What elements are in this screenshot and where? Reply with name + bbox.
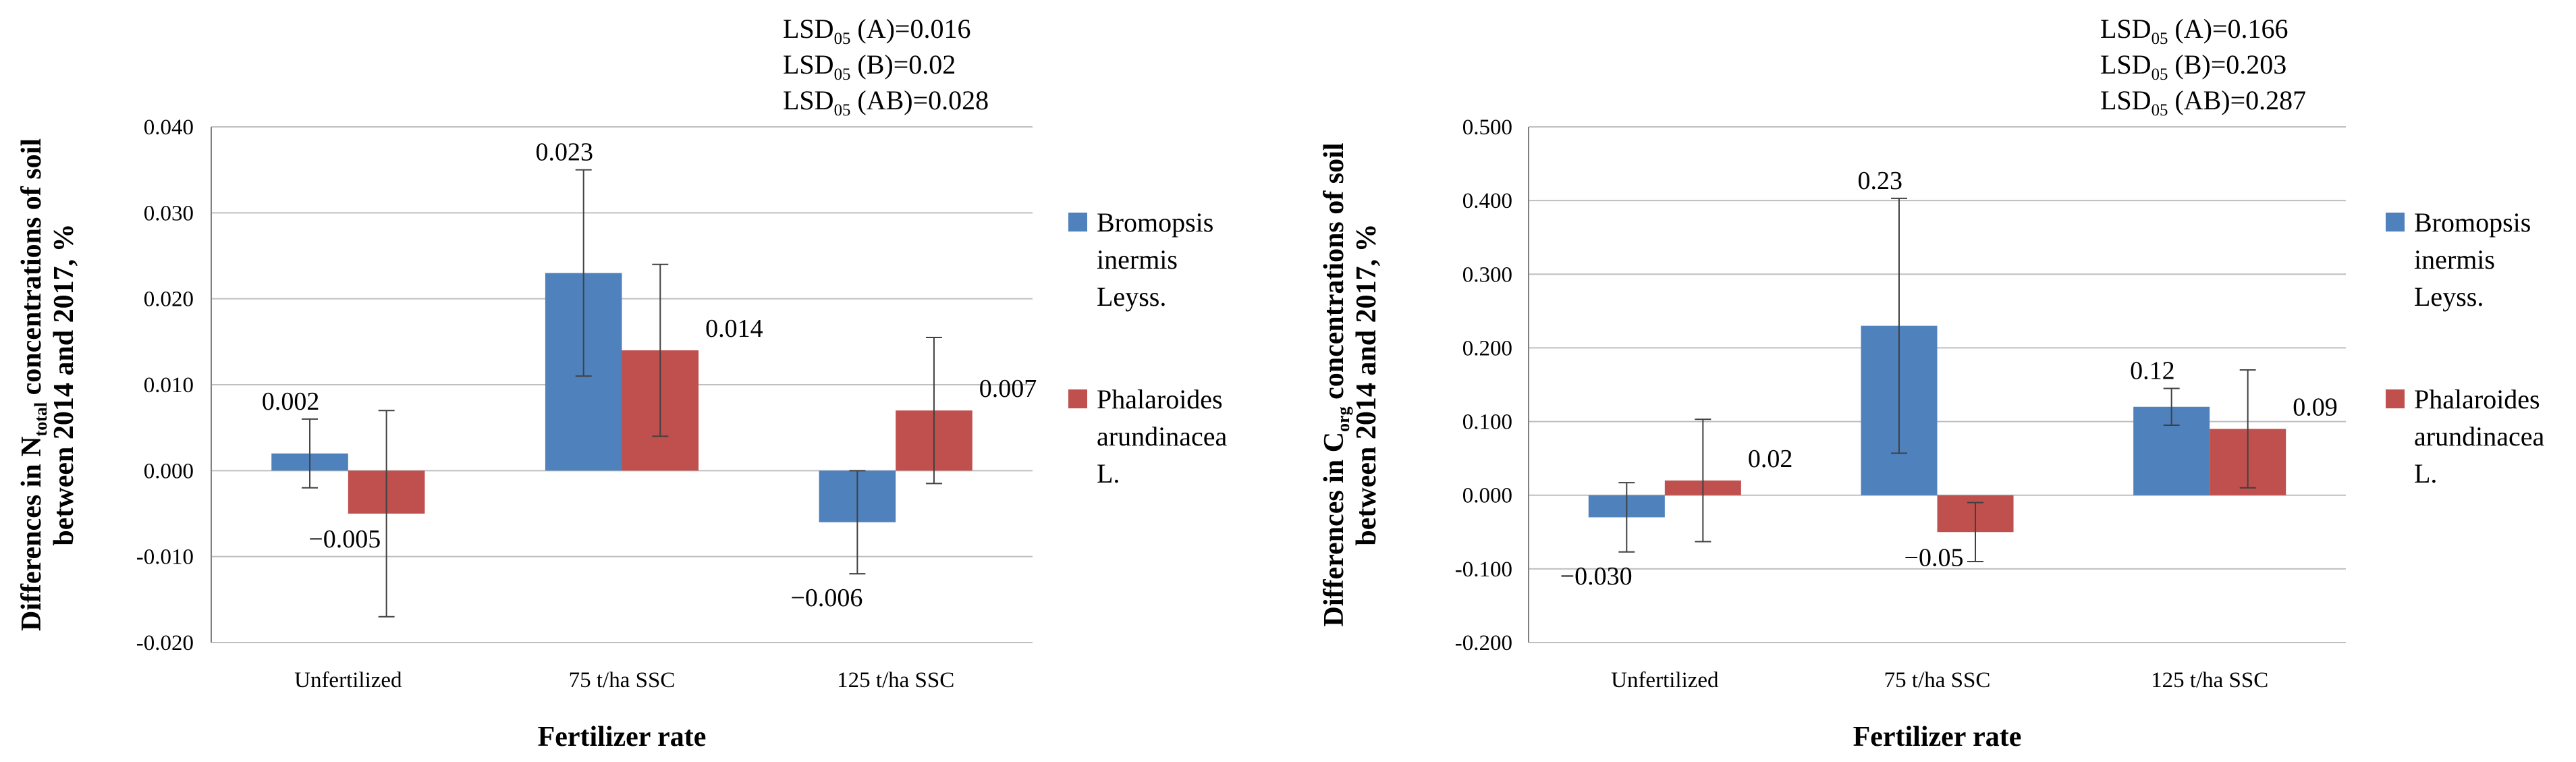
data-label: −0.005: [308, 525, 381, 553]
x-axis-title: Fertilizer rate: [1853, 722, 2022, 753]
legend-swatch: [1068, 389, 1087, 408]
label-text: Differences in N: [16, 436, 47, 630]
label-text: (AB)=0.287: [2168, 85, 2306, 115]
y-axis-title-line1: Differences in Corg concentrations of so…: [1319, 143, 1353, 627]
legend-label: Phalaroides: [1097, 384, 1223, 414]
y-tick-label: -0.010: [136, 545, 194, 570]
y-tick-label: 0.000: [1462, 484, 1512, 508]
legend-label: Bromopsis: [2414, 207, 2531, 238]
y-tick-label: 0.040: [144, 115, 194, 140]
legend: Bromopsis inermis Leyss. Phalaroides arundin…: [2386, 207, 2544, 489]
x-tick-label: 125 t/ha SSC: [837, 668, 954, 692]
x-tick-label: 75 t/ha SSC: [569, 668, 676, 692]
legend-label: inermis: [2414, 244, 2495, 275]
label-text: LSD: [783, 85, 834, 115]
label-text: LSD: [2100, 49, 2152, 80]
x-tick-label: 125 t/ha SSC: [2151, 668, 2268, 692]
data-label: −0.030: [1560, 562, 1633, 591]
y-tick-label: 0.030: [144, 201, 194, 225]
y-axis-title-line1: Differences in Ntotal concentrations of …: [16, 138, 51, 631]
label-text: concentrations of soil: [16, 138, 47, 402]
lsd-annotation: LSD05 (A)=0.166: [2100, 13, 2288, 48]
label-subscript: 05: [2152, 30, 2168, 48]
y-axis-title-line2: between 2014 and 2017, %: [1351, 223, 1382, 545]
y-tick-label: -0.200: [1455, 631, 1512, 655]
lsd-annotation: LSD05 (A)=0.016: [783, 13, 970, 48]
y-tick-label: -0.100: [1455, 557, 1512, 582]
x-axis-title: Fertilizer rate: [538, 722, 707, 753]
legend-swatch: [2386, 213, 2405, 232]
y-tick-label: 0.100: [1462, 410, 1512, 435]
lsd-annotation: LSD05 (B)=0.02: [783, 49, 956, 84]
y-axis-title: Differences in Ntotal concentrations of …: [16, 138, 80, 631]
label-text: (B)=0.203: [2168, 49, 2286, 80]
x-tick-label: Unfertilized: [1611, 668, 1719, 692]
label-text: (B)=0.02: [850, 49, 956, 80]
legend: Bromopsis inermis Leyss. Phalaroides arundin…: [1068, 207, 1227, 489]
y-tick-label: 0.020: [144, 288, 194, 312]
data-label: 0.12: [2130, 356, 2175, 385]
label-text: (AB)=0.028: [850, 85, 989, 115]
data-label: 0.023: [536, 138, 594, 167]
legend-label: arundinacea: [1097, 421, 1227, 452]
data-label: 0.23: [1857, 167, 1902, 195]
legend-swatch: [1068, 213, 1087, 232]
label-subscript: org: [1334, 406, 1353, 432]
data-label: 0.02: [1748, 445, 1793, 473]
legend-label: inermis: [1097, 244, 1178, 275]
label-text: LSD: [2100, 85, 2152, 115]
data-label: −0.05: [1904, 543, 1964, 572]
y-tick-label: 0.010: [144, 373, 194, 398]
label-subscript: 05: [834, 30, 851, 48]
y-tick-label: 0.300: [1462, 263, 1512, 287]
label-subscript: 05: [2152, 101, 2168, 119]
legend-label: Leyss.: [1097, 281, 1166, 312]
label-subscript: 05: [834, 101, 851, 119]
data-label: 0.09: [2293, 393, 2338, 421]
y-axis-title-line2: between 2014 and 2017, %: [49, 223, 80, 545]
lsd-annotation: LSD05 (AB)=0.028: [783, 85, 989, 119]
x-tick-label: Unfertilized: [294, 668, 402, 692]
label-subscript: 05: [2152, 65, 2168, 84]
label-subscript: total: [31, 402, 51, 437]
y-tick-label: 0.000: [144, 459, 194, 483]
y-axis-title: Differences in Corg concentrations of so…: [1319, 143, 1382, 627]
lsd-annotation: LSD05 (B)=0.203: [2100, 49, 2286, 84]
data-label: 0.007: [979, 375, 1037, 403]
lsd-annotation: LSD05 (AB)=0.287: [2100, 85, 2306, 119]
legend-label: Phalaroides: [2414, 384, 2540, 414]
label-text: (A)=0.016: [850, 13, 970, 44]
label-text: Differences in C: [1319, 432, 1350, 626]
y-tick-label: -0.020: [136, 631, 194, 655]
legend-label: L.: [2414, 458, 2437, 489]
label-text: (A)=0.166: [2168, 13, 2288, 44]
label-text: LSD: [783, 49, 834, 80]
chart-panel-2: -0.200 -0.100 0.000 0.100 0.200 0.300 0.400 0.5…: [1319, 13, 2544, 753]
label-text: LSD: [2100, 13, 2152, 44]
label-text: concentrations of soil: [1319, 143, 1350, 407]
legend-label: Leyss.: [2414, 281, 2484, 312]
data-label: 0.014: [705, 315, 763, 343]
data-label: 0.002: [262, 387, 320, 416]
y-tick-label: 0.400: [1462, 189, 1512, 213]
y-tick-label: 0.200: [1462, 336, 1512, 360]
label-text: LSD: [783, 13, 834, 44]
x-tick-label: 75 t/ha SSC: [1884, 668, 1991, 692]
legend-label: L.: [1097, 458, 1120, 489]
y-tick-label: 0.500: [1462, 115, 1512, 140]
legend-label: arundinacea: [2414, 421, 2544, 452]
label-subscript: 05: [834, 65, 851, 84]
legend-swatch: [2386, 389, 2405, 408]
data-label: −0.006: [790, 584, 862, 612]
legend-label: Bromopsis: [1097, 207, 1213, 238]
chart-panel-1: -0.020 -0.010 0.000 0.010 0.020 0.030 0.040 Unf…: [16, 13, 1227, 753]
